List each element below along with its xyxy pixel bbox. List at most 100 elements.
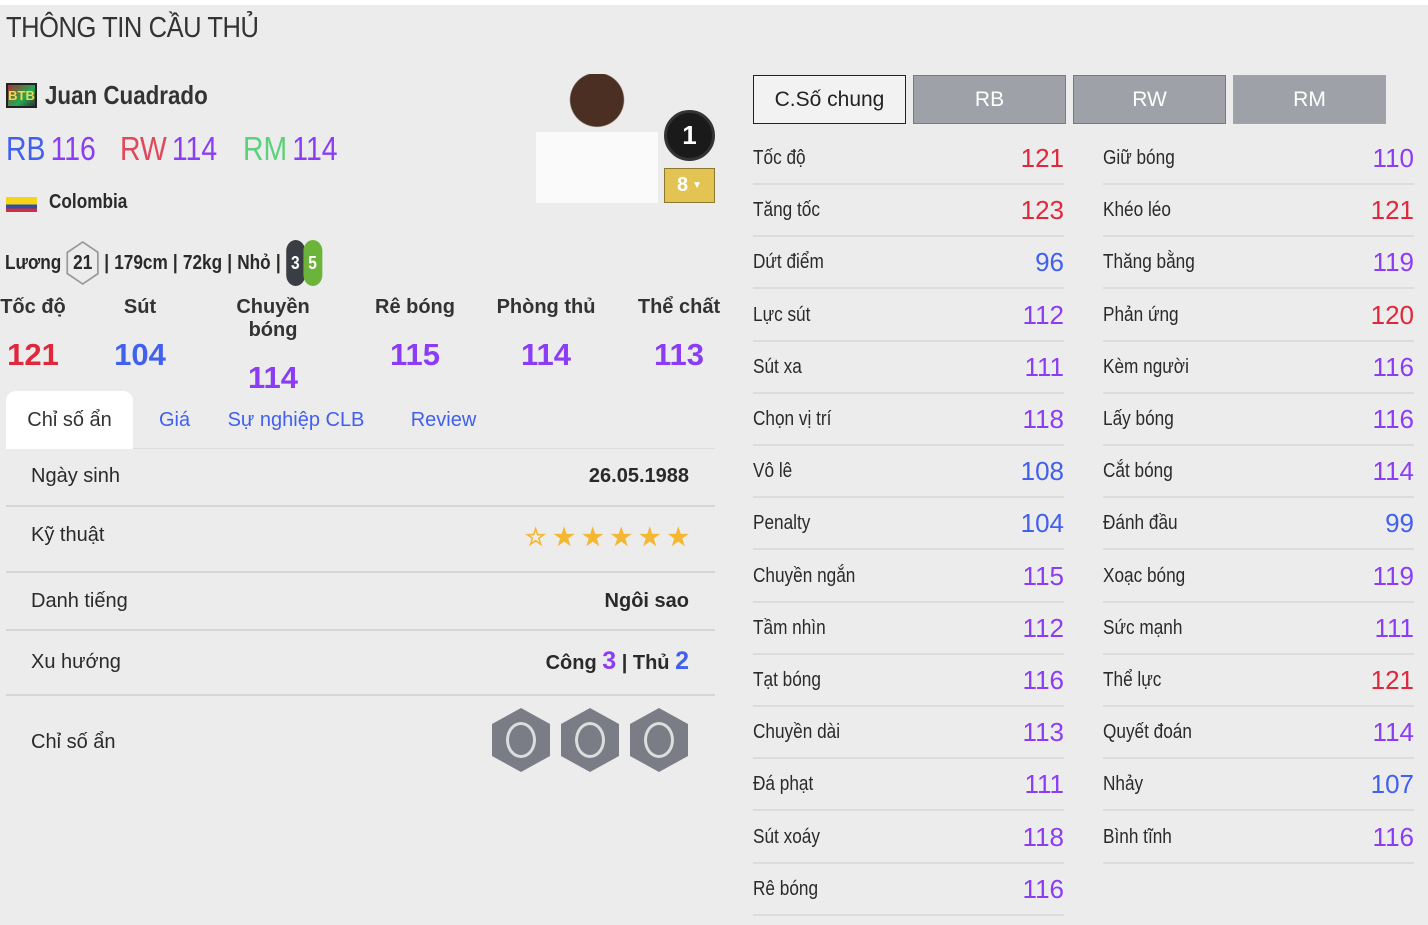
tab-1[interactable]: Giá [158, 409, 191, 431]
stat-tab-2[interactable]: RW [1073, 75, 1226, 124]
stat-row: Tạt bóng 116 [753, 655, 1064, 707]
stat-row: Penalty 104 [753, 498, 1064, 551]
stat-label: Giữ bóng [1103, 147, 1175, 169]
stat-label: Tầm nhìn [753, 616, 826, 639]
stat-row: Thăng bằng 119 [1103, 237, 1414, 290]
work-rate-label: Xu hướng [31, 651, 121, 673]
star-filled-icon: ★ [581, 524, 604, 551]
category-value: 121 [7, 337, 59, 372]
stat-value: 99 [1385, 508, 1414, 539]
stat-tab-1[interactable]: RB [913, 75, 1066, 124]
stat-row: Đánh đầu 99 [1103, 498, 1414, 551]
strong-foot-icon: 5 [303, 240, 322, 286]
stat-label: Vô lê [753, 460, 793, 483]
position-rating: RB 116 [6, 130, 96, 168]
dribbler-icon [561, 708, 619, 772]
nation: Colombia [49, 191, 128, 213]
stat-label: Quyết đoán [1103, 721, 1192, 744]
stat-row: Chuyền ngắn 115 [753, 551, 1064, 603]
star-filled-icon: ★ [667, 524, 689, 551]
stat-value: 110 [1372, 143, 1414, 173]
category-value: 113 [653, 337, 704, 372]
star-filled-icon: ★ [553, 524, 575, 551]
stat-row: Lực sút 112 [753, 290, 1064, 342]
position-label: RM [243, 130, 288, 167]
stat-row: Khéo léo 121 [1103, 185, 1414, 238]
birth-value: 26.05.1988 [588, 465, 689, 487]
position-ratings: RB 116 RW 114 RM 114 [6, 130, 343, 168]
stat-tab-0[interactable]: C.Số chung [753, 75, 906, 124]
stat-row: Xoạc bóng 119 [1103, 551, 1414, 603]
category-value: 104 [114, 337, 166, 372]
traits-label: Chỉ số ẩn [31, 731, 116, 753]
stat-row: Cắt bóng 114 [1103, 446, 1414, 499]
stat-value: 116 [1372, 404, 1414, 434]
category-stat: Thể chất 113 [619, 296, 739, 373]
stat-label: Tốc độ [753, 147, 806, 169]
stat-row: Kèm người 116 [1103, 342, 1414, 394]
category-label: Tốc độ [0, 296, 66, 318]
birth-label: Ngày sinh [31, 465, 120, 487]
player-name-row: BTB Juan Cuadrado [6, 80, 234, 111]
upgrade-level-dropdown[interactable]: 8 ▼ [664, 168, 715, 203]
stat-value: 120 [1370, 299, 1414, 330]
stat-row: Thể lực 121 [1103, 655, 1414, 707]
stat-label: Penalty [753, 512, 811, 535]
stat-row: Phản ứng 120 [1103, 290, 1414, 342]
stat-value: 111 [1374, 612, 1414, 643]
stat-row: Tầm nhìn 112 [753, 603, 1064, 655]
position-rating: RW 114 [120, 130, 217, 168]
stat-tab-3[interactable]: RM [1233, 75, 1386, 124]
position-value: 114 [292, 130, 339, 167]
stat-value: 113 [1022, 717, 1064, 748]
stat-value: 115 [1022, 560, 1064, 591]
stat-label: Chuyền dài [753, 721, 841, 744]
tab-2[interactable]: Sự nghiệp CLB [227, 409, 365, 431]
salary-hex: 21 [66, 241, 100, 285]
stat-label: Thăng bằng [1103, 251, 1195, 274]
attack-rate: 3 [602, 647, 617, 675]
body-type: Nhỏ [237, 251, 271, 274]
skill-stars: ☆ ★ ★ ★ ★ ★ [518, 523, 689, 552]
stat-row: Bình tĩnh 116 [1103, 812, 1414, 864]
stat-row: Chuyền dài 113 [753, 707, 1064, 760]
stat-value: 116 [1372, 351, 1414, 382]
category-value: 114 [520, 337, 571, 372]
position-value: 116 [50, 130, 96, 167]
stat-label: Khéo léo [1103, 199, 1171, 222]
position-label: RW [120, 130, 168, 167]
page-title: THÔNG TIN CẦU THỦ [6, 12, 259, 44]
category-label: Sút [123, 296, 157, 318]
stat-row: Tăng tốc 123 [753, 185, 1064, 238]
stat-value: 119 [1372, 247, 1414, 278]
stat-value: 111 [1024, 769, 1064, 800]
stat-value: 111 [1024, 351, 1064, 382]
stat-value: 119 [1372, 560, 1414, 591]
stat-label: Cắt bóng [1103, 460, 1173, 483]
season-badge-icon: BTB [6, 83, 37, 108]
stat-row: Đá phạt 111 [753, 759, 1064, 812]
work-rate-row: Xu hướng Công 3 | Thủ 2 [6, 631, 715, 696]
tab-3[interactable]: Review [410, 409, 477, 431]
stat-value: 112 [1022, 299, 1064, 330]
stat-value: 123 [1020, 195, 1064, 226]
stat-label: Rê bóng [753, 877, 819, 900]
stat-label: Thể lực [1103, 669, 1162, 691]
weak-foot-icon: 3 [285, 240, 305, 286]
stat-row: Sức mạnh 111 [1103, 603, 1414, 655]
stat-row: Nhảy 107 [1103, 759, 1414, 812]
category-stat: Chuyền bóng 114 [213, 296, 333, 396]
stat-row: Lấy bóng 116 [1103, 394, 1414, 446]
info-tabs: Chỉ số ẩn Giá Sự nghiệp CLB Review [6, 391, 715, 449]
tab-0[interactable]: Chỉ số ẩn [6, 391, 133, 449]
caret-down-icon: ▼ [692, 180, 703, 191]
stat-value: 121 [1370, 665, 1414, 695]
category-value: 115 [389, 337, 440, 372]
position-label: RB [6, 130, 46, 167]
stat-value: 118 [1022, 821, 1064, 852]
star-filled-icon: ★ [610, 524, 632, 551]
player-name: Juan Cuadrado [45, 80, 208, 110]
stat-value: 121 [1020, 143, 1064, 173]
player-photo [536, 74, 658, 203]
stat-value: 121 [1370, 195, 1414, 226]
